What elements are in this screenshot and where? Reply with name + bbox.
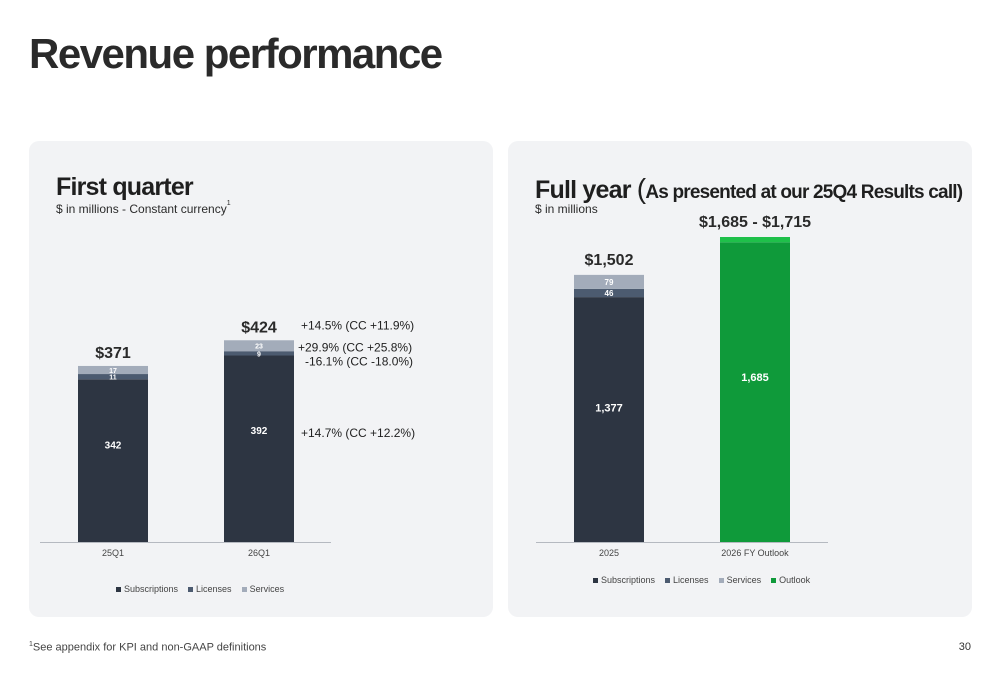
bar-subscriptions-26q1	[224, 355, 294, 542]
annotation-services-growth: +29.9% (CC +25.8%)	[298, 341, 412, 355]
page-title: Revenue performance	[29, 30, 443, 77]
legend-label: Subscriptions	[601, 575, 656, 585]
data-label-services: 17	[109, 368, 117, 375]
total-label: $1,502	[585, 252, 634, 269]
legend-label: Services	[726, 575, 762, 585]
data-label-subscriptions: 392	[251, 426, 268, 437]
data-label-licenses: 9	[257, 351, 261, 358]
legend-swatch	[665, 577, 671, 583]
annotation-subscriptions-growth: +14.7% (CC +12.2%)	[301, 426, 415, 440]
legend-label: Outlook	[779, 575, 811, 585]
data-label-licenses: 46	[605, 289, 614, 298]
legend-swatch	[188, 586, 194, 592]
legend-subscriptions: Subscriptions	[593, 575, 655, 585]
legend-subscriptions: Subscriptions	[116, 584, 178, 594]
footnote: 1See appendix for KPI and non-GAAP defin…	[29, 641, 266, 654]
title-rest: As presented at our 25Q4 Results call)	[645, 182, 963, 203]
data-label-subscriptions: 342	[105, 440, 122, 451]
bar-licenses-26q1	[224, 351, 294, 356]
footnote-marker: 1	[226, 200, 231, 207]
legend-swatch	[771, 577, 777, 583]
legend-services: Services	[241, 584, 285, 594]
title-main: Full year	[535, 176, 637, 204]
x-tick-label: 25Q1	[102, 548, 124, 558]
bar-outlook-range	[720, 237, 790, 243]
bar-licenses-25q1	[78, 374, 148, 380]
total-label: $1,685 - $1,715	[699, 214, 811, 231]
legend-swatch	[593, 577, 598, 583]
footnote-text: See appendix for KPI and non-GAAP defini…	[32, 641, 267, 654]
annotation-licenses-growth: -16.1% (CC -18.0%)	[305, 354, 413, 368]
x-tick-label: 2026 FY Outlook	[721, 548, 789, 558]
data-label-outlook: 1,685	[741, 372, 769, 384]
bar-subscriptions-2025	[574, 297, 644, 542]
bar-licenses-2025	[574, 288, 644, 298]
x-tick-label: 26Q1	[248, 548, 270, 558]
data-label-services: 79	[605, 278, 614, 287]
footnote-mark: 1	[29, 641, 33, 648]
legend-swatch	[116, 586, 121, 592]
full-year-subtitle: $ in millions	[535, 202, 598, 216]
legend-swatch	[241, 586, 247, 592]
bar-services-26q1	[224, 340, 294, 352]
legend-services: Services	[718, 575, 762, 585]
data-label-subscriptions: 1,377	[595, 402, 623, 414]
bar-services-25q1	[78, 365, 148, 375]
legend-label: Services	[249, 584, 285, 594]
total-label: $371	[95, 345, 131, 362]
legend-outlook: Outlook	[771, 575, 810, 585]
legend-licenses: Licenses	[188, 584, 232, 594]
first-quarter-subtitle: $ in millions - Constant currency1	[56, 200, 231, 216]
legend-swatch	[718, 577, 724, 583]
page-number: 30	[958, 641, 971, 653]
x-tick-label: 2025	[599, 548, 619, 558]
full-year-panel: Full year (As presented at our 25Q4 Resu…	[508, 141, 972, 617]
first-quarter-legend: Subscriptions Licenses Services	[116, 584, 284, 594]
legend-label: Subscriptions	[124, 584, 179, 594]
data-label-services: 23	[255, 344, 263, 351]
full-year-legend: Subscriptions Licenses Services Outlook	[593, 575, 810, 585]
bar-services-2025	[574, 274, 644, 289]
full-year-title: Full year (As presented at our 25Q4 Resu…	[535, 173, 963, 205]
full-year-chart: 1,377 46 79 $1,502 2025 1,685 $1,685 - $1,715 2…	[536, 214, 828, 558]
subtitle-text: $ in millions - Constant currency	[56, 202, 227, 216]
data-label-licenses: 11	[109, 375, 117, 382]
legend-label: Licenses	[673, 575, 709, 585]
bar-subscriptions-25q1	[78, 379, 148, 542]
legend-label: Licenses	[196, 584, 232, 594]
annotation-total-growth: +14.5% (CC +11.9%)	[301, 318, 414, 332]
legend-licenses: Licenses	[665, 575, 709, 585]
title-paren: (	[636, 173, 646, 204]
total-label: $424	[241, 319, 277, 336]
first-quarter-panel: First quarter $ in millions - Constant c…	[29, 141, 493, 617]
first-quarter-title: First quarter	[56, 173, 194, 201]
bar-outlook-2026-fy-outlook	[720, 242, 790, 542]
